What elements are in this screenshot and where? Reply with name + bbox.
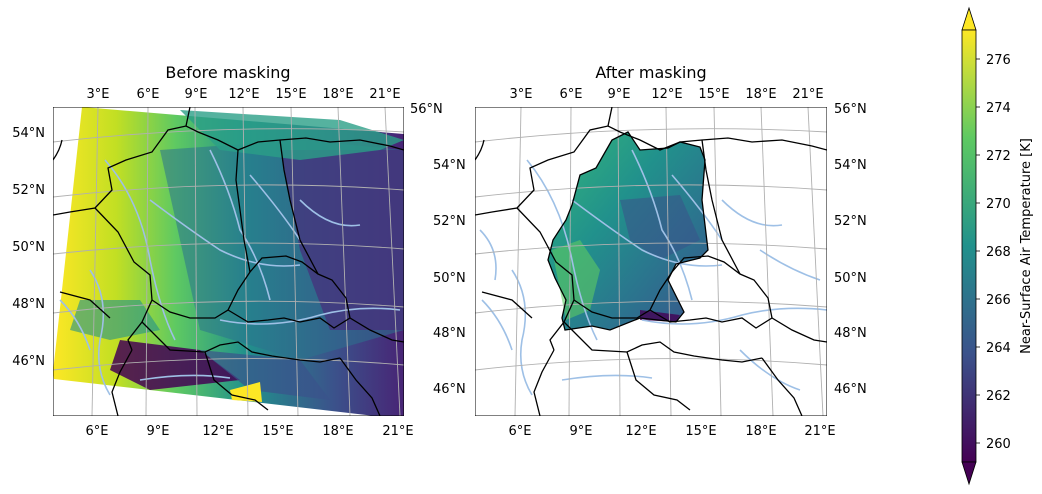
lat-label: 56°N (834, 102, 867, 117)
lat-label: 50°N (12, 240, 45, 255)
lon-label: 9°E (608, 87, 631, 102)
lon-label: 21°E (369, 87, 400, 102)
graticule (53, 107, 404, 416)
lat-label: 54°N (834, 158, 867, 173)
lon-label: 15°E (698, 87, 729, 102)
graticule (475, 107, 827, 416)
lat-label: 48°N (12, 297, 45, 312)
lat-label: 50°N (433, 271, 466, 286)
temperature-field (53, 107, 404, 416)
colorbar-gradient (961, 29, 977, 463)
colorbar-tick-label: 260 (986, 437, 1011, 452)
lon-label: 9°E (147, 424, 170, 439)
panel-before-masking: Before masking (12, 63, 466, 439)
colorbar-tick-label: 264 (986, 341, 1011, 356)
lat-label: 54°N (12, 126, 45, 141)
lon-label: 12°E (202, 424, 233, 439)
lon-label: 9°E (185, 87, 208, 102)
top-longitude-labels: 3°E 6°E 9°E 12°E 15°E 18°E 21°E (87, 87, 401, 102)
lat-label: 52°N (433, 214, 466, 229)
lon-label: 18°E (745, 87, 776, 102)
map-area (53, 107, 404, 416)
lat-label: 52°N (834, 214, 867, 229)
colorbar-tick-marks (976, 58, 980, 444)
colorbar-tick-label: 276 (986, 53, 1011, 68)
lon-label: 12°E (228, 87, 259, 102)
lon-label: 9°E (570, 424, 593, 439)
lat-label: 48°N (433, 326, 466, 341)
map-area (475, 107, 827, 416)
lat-label: 54°N (433, 158, 466, 173)
colorbar-extend-max (961, 6, 977, 31)
lon-label: 15°E (262, 424, 293, 439)
lon-label: 6°E (137, 87, 160, 102)
lat-label: 48°N (834, 326, 867, 341)
rivers (59, 149, 401, 396)
right-latitude-labels: 56°N 54°N 52°N 50°N 48°N 46°N (834, 102, 867, 397)
lon-label: 15°E (685, 424, 716, 439)
country-borders (475, 107, 827, 416)
lon-label: 12°E (651, 87, 682, 102)
lat-label: 46°N (834, 382, 867, 397)
country-borders (53, 107, 404, 416)
top-longitude-labels: 3°E 6°E 9°E 12°E 15°E 18°E 21°E (510, 87, 824, 102)
right-latitude-labels: 56°N 54°N 52°N 50°N 48°N 46°N (410, 102, 466, 397)
left-latitude-labels: 54°N 52°N 50°N 48°N 46°N (12, 126, 45, 369)
lon-label: 12°E (625, 424, 656, 439)
lon-label: 15°E (275, 87, 306, 102)
lon-label: 18°E (322, 424, 353, 439)
lon-label: 3°E (87, 87, 110, 102)
lat-label: 52°N (12, 183, 45, 198)
lon-label: 21°E (382, 424, 413, 439)
colorbar-tick-label: 274 (986, 101, 1011, 116)
lon-label: 6°E (86, 424, 109, 439)
colorbar-label: Near-Surface Air Temperature [K] (1019, 138, 1034, 354)
colorbar-tick-label: 262 (986, 389, 1011, 404)
lon-label: 18°E (745, 424, 776, 439)
lat-label: 46°N (433, 382, 466, 397)
lat-label: 50°N (834, 271, 867, 286)
colorbar-tick-label: 270 (986, 197, 1011, 212)
lon-label: 6°E (560, 87, 583, 102)
panel-title: After masking (595, 63, 706, 82)
bottom-longitude-labels: 6°E 9°E 12°E 15°E 18°E 21°E (86, 424, 414, 439)
bottom-longitude-labels: 6°E 9°E 12°E 15°E 18°E 21°E (509, 424, 836, 439)
lon-label: 21°E (804, 424, 835, 439)
colorbar-extend-min (961, 461, 977, 486)
colorbar-tick-label: 272 (986, 149, 1011, 164)
lon-label: 6°E (509, 424, 532, 439)
lon-label: 18°E (322, 87, 353, 102)
lon-label: 21°E (792, 87, 823, 102)
colorbar: 276 274 272 270 268 266 264 262 260 Near… (961, 6, 1034, 486)
panel-after-masking: After masking (475, 63, 867, 439)
colorbar-tick-label: 268 (986, 245, 1011, 260)
panel-title: Before masking (165, 63, 290, 82)
lat-label: 46°N (12, 354, 45, 369)
colorbar-tick-labels: 276 274 272 270 268 266 264 262 260 (986, 53, 1011, 452)
lon-label: 3°E (510, 87, 533, 102)
lat-label: 56°N (410, 102, 443, 117)
rivers (479, 149, 827, 396)
colorbar-tick-label: 266 (986, 293, 1011, 308)
